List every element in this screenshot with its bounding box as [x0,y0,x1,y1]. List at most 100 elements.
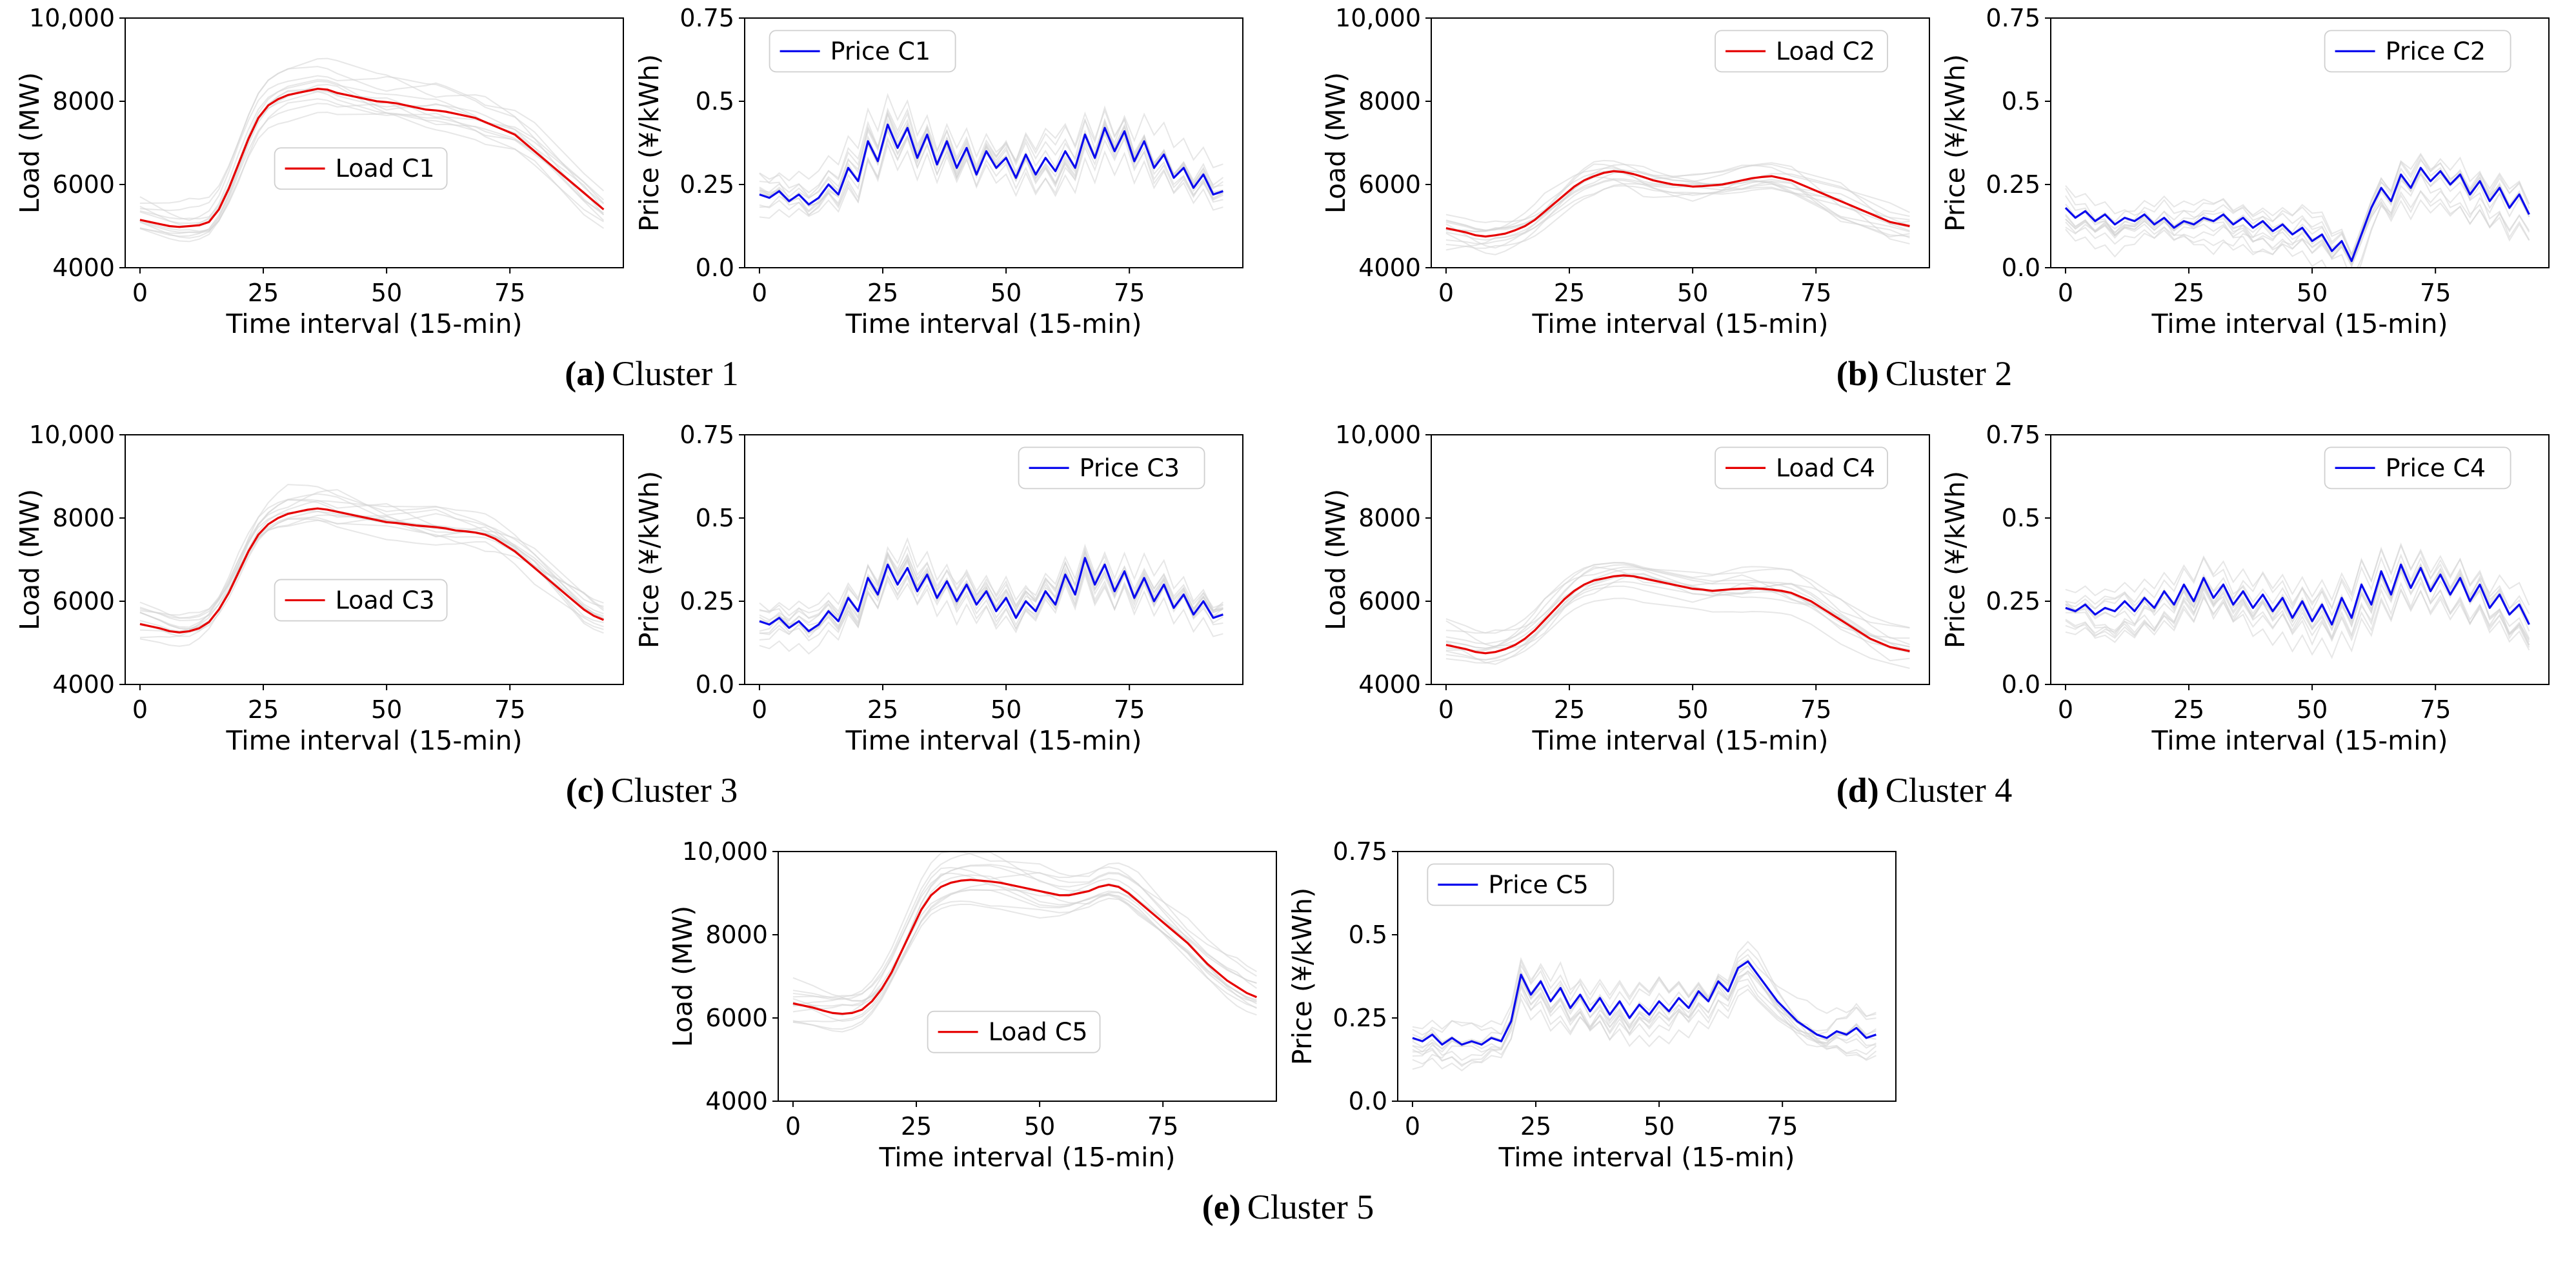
svg-text:6000: 6000 [1358,587,1421,615]
svg-text:Load (MW): Load (MW) [15,489,45,630]
svg-text:25: 25 [1554,695,1585,724]
load-chart-4: 0 25 50 75 4000 6000 8000 10,000 Time interval (… [1322,423,1930,756]
caption-d-label: (d) [1836,771,1879,810]
svg-text:0.25: 0.25 [1986,170,2040,199]
svg-text:Load (MW): Load (MW) [669,906,698,1047]
svg-text:0: 0 [752,695,767,724]
svg-text:0.5: 0.5 [696,504,734,532]
svg-text:Time interval (15-min): Time interval (15-min) [2151,725,2448,756]
svg-text:0.75: 0.75 [1986,423,2040,449]
price-chart-2: 0 25 50 75 0.0 0.25 0.5 0.75 Time interval (15-m… [1941,6,2550,339]
svg-text:Load C4: Load C4 [1776,454,1875,482]
caption-b-text: Cluster 2 [1885,354,2013,393]
svg-text:50: 50 [371,695,402,724]
svg-text:75: 75 [2420,279,2451,307]
svg-text:25: 25 [867,279,898,307]
svg-text:25: 25 [2173,695,2204,724]
svg-text:75: 75 [1114,695,1145,724]
svg-text:50: 50 [1644,1112,1675,1141]
svg-text:0: 0 [752,279,767,307]
svg-text:8000: 8000 [52,504,115,532]
cluster-4-group: 0 25 50 75 4000 6000 8000 10,000 Time interval (… [1322,423,2561,759]
svg-text:Price (¥/kWh): Price (¥/kWh) [635,471,665,648]
svg-text:Load (MW): Load (MW) [1322,489,1351,630]
svg-text:0: 0 [2058,279,2073,307]
svg-text:Time interval (15-min): Time interval (15-min) [1532,725,1829,756]
caption-a-text: Cluster 1 [612,354,739,393]
svg-text:6000: 6000 [52,170,115,199]
svg-text:0: 0 [1405,1112,1420,1141]
caption-row-2: (c) Cluster 3 (d) Cluster 4 [15,770,2561,810]
svg-text:0.0: 0.0 [696,254,734,282]
svg-text:50: 50 [1677,695,1708,724]
svg-text:25: 25 [1554,279,1585,307]
svg-text:0.5: 0.5 [2002,87,2040,115]
svg-text:25: 25 [867,695,898,724]
svg-text:75: 75 [1114,279,1145,307]
svg-text:Load (MW): Load (MW) [15,72,45,214]
caption-b: (b) Cluster 2 [1836,354,2013,393]
svg-text:10,000: 10,000 [1335,6,1421,32]
caption-a-label: (a) [565,354,606,393]
svg-text:Time interval (15-min): Time interval (15-min) [1498,1142,1795,1173]
svg-text:Load C1: Load C1 [336,154,435,183]
svg-text:Time interval (15-min): Time interval (15-min) [845,308,1142,339]
svg-text:8000: 8000 [705,921,768,949]
svg-text:4000: 4000 [705,1087,768,1115]
svg-text:75: 75 [494,695,525,724]
caption-e-text: Cluster 5 [1247,1188,1374,1226]
caption-c: (c) Cluster 3 [566,771,738,810]
svg-text:Price C4: Price C4 [2386,454,2486,482]
svg-text:Time interval (15-min): Time interval (15-min) [2151,308,2448,339]
cluster-5-group: 0 25 50 75 4000 6000 8000 10,000 Time interval (… [669,840,1907,1175]
svg-text:Time interval (15-min): Time interval (15-min) [879,1142,1176,1173]
svg-text:0: 0 [1438,695,1454,724]
caption-row-1: (a) Cluster 1 (b) Cluster 2 [15,354,2561,394]
svg-text:Price C5: Price C5 [1488,870,1589,899]
svg-text:4000: 4000 [1358,254,1421,282]
svg-text:75: 75 [1800,279,1831,307]
svg-text:Price C1: Price C1 [830,37,931,65]
svg-text:25: 25 [248,279,279,307]
svg-text:50: 50 [991,279,1021,307]
svg-text:Load C3: Load C3 [336,586,435,614]
svg-text:0.0: 0.0 [696,670,734,699]
svg-text:Price C3: Price C3 [1080,454,1180,482]
caption-e: (e) Cluster 5 [1202,1188,1374,1226]
svg-text:0.25: 0.25 [679,587,734,615]
svg-text:50: 50 [2297,279,2328,307]
svg-text:0: 0 [2058,695,2073,724]
svg-text:0.0: 0.0 [2002,670,2040,699]
svg-text:0.25: 0.25 [1333,1004,1387,1032]
svg-text:0.5: 0.5 [696,87,734,115]
svg-text:10,000: 10,000 [682,840,768,866]
svg-text:6000: 6000 [705,1004,768,1032]
price-chart-5: 0 25 50 75 0.0 0.25 0.5 0.75 Time interval (15-m… [1288,840,1897,1173]
svg-text:10,000: 10,000 [29,6,115,32]
svg-text:Time interval (15-min): Time interval (15-min) [226,308,523,339]
svg-text:8000: 8000 [52,87,115,115]
svg-text:0: 0 [1438,279,1454,307]
svg-text:25: 25 [1520,1112,1551,1141]
cluster-3-group: 0 25 50 75 4000 6000 8000 10,000 Time interval (… [15,423,1254,759]
caption-d: (d) Cluster 4 [1836,771,2013,810]
svg-text:75: 75 [1767,1112,1798,1141]
svg-text:Load C5: Load C5 [989,1018,1088,1046]
price-chart-4: 0 25 50 75 0.0 0.25 0.5 0.75 Time interval (15-m… [1941,423,2550,756]
svg-text:0.75: 0.75 [1333,840,1387,866]
load-chart-5: 0 25 50 75 4000 6000 8000 10,000 Time interval (… [669,840,1277,1173]
row-1: 0 25 50 75 4000 6000 8000 10,000 Time interval (… [15,6,2561,342]
svg-text:8000: 8000 [1358,504,1421,532]
svg-text:Price C2: Price C2 [2386,37,2486,65]
caption-c-label: (c) [565,771,605,810]
svg-text:0.75: 0.75 [679,423,734,449]
svg-text:50: 50 [1677,279,1708,307]
row-3: 0 25 50 75 4000 6000 8000 10,000 Time interval (… [15,840,2561,1175]
svg-text:25: 25 [248,695,279,724]
svg-text:0.25: 0.25 [1986,587,2040,615]
svg-text:Load (MW): Load (MW) [1322,72,1351,214]
svg-text:0.0: 0.0 [1349,1087,1387,1115]
cluster-figure: 0 25 50 75 4000 6000 8000 10,000 Time interval (… [15,6,2561,1226]
svg-text:0.25: 0.25 [679,170,734,199]
svg-text:75: 75 [494,279,525,307]
